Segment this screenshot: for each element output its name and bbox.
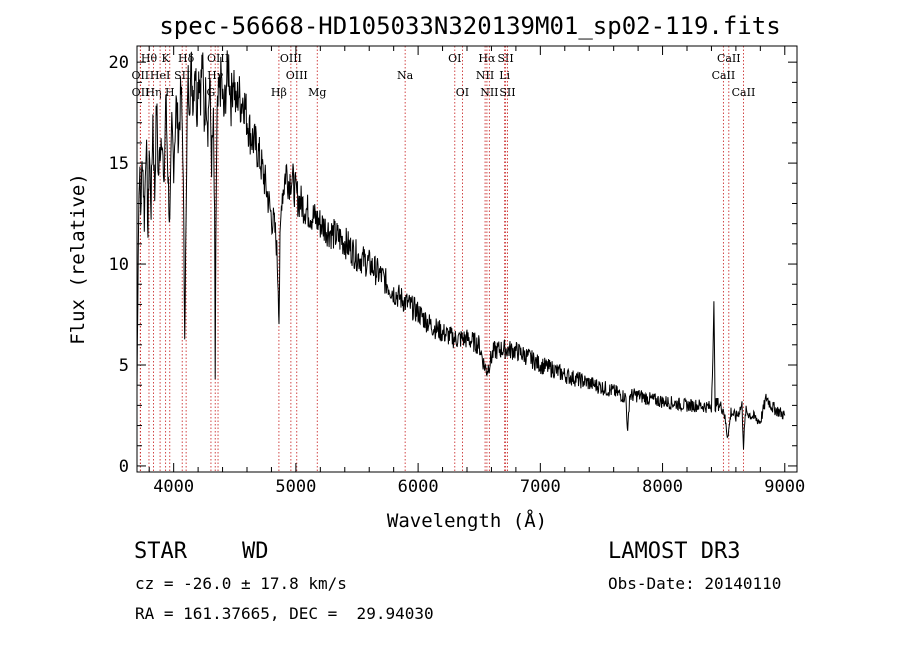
ref-line-label-3: K — [161, 52, 170, 65]
ref-line-label-21: NII — [480, 86, 498, 99]
ref-line-label-2: OII — [132, 86, 150, 99]
x-tick-label: 9000 — [764, 477, 805, 497]
x-tick-label: 7000 — [520, 477, 561, 497]
ref-line-label-13: OIII — [286, 69, 308, 82]
ref-line-label-24: SII — [499, 86, 515, 99]
y-tick-label: 0 — [119, 457, 129, 477]
ref-line-label-17: OI — [448, 52, 461, 65]
x-axis-label: Wavelength (Å) — [387, 509, 547, 532]
ref-line-label-15: Mg — [308, 86, 326, 99]
y-tick-label: 10 — [109, 255, 129, 275]
ra-dec-text: RA = 161.37665, DEC = 29.94030 — [135, 604, 434, 623]
ref-line-label-25: CaII — [717, 52, 741, 65]
ref-line-label-0: Hθ — [141, 52, 158, 65]
y-tick-label: 15 — [109, 154, 129, 174]
y-axis-label: Flux (relative) — [67, 173, 89, 345]
spectrum-series — [136, 50, 786, 450]
obs-date-text: Obs-Date: 20140110 — [608, 574, 782, 593]
x-tick-label: 6000 — [398, 477, 439, 497]
x-tick-label: 4000 — [153, 477, 194, 497]
ref-line-label-20: NII — [476, 69, 494, 82]
x-tick-label: 8000 — [642, 477, 683, 497]
y-tick-label: 5 — [119, 356, 129, 376]
chart-title: spec-56668-HD105033N320139M01_sp02-119.f… — [159, 12, 780, 40]
ref-line-label-9: OIII — [207, 52, 229, 65]
ref-line-label-8: Hδ — [178, 52, 195, 65]
axes: 4000 5000 6000 7000 8000 9000 0 5 10 15 20 — [109, 46, 805, 497]
ref-line-label-12: OIII — [280, 52, 302, 65]
ref-line-label-22: SII — [498, 52, 514, 65]
x-tick-label: 5000 — [275, 477, 316, 497]
ref-line-label-27: CaII — [732, 86, 756, 99]
survey-name: LAMOST DR3 — [608, 539, 741, 564]
ref-line-label-14: Hβ — [271, 86, 287, 99]
ref-line-label-23: Li — [499, 69, 510, 82]
ref-line-label-7: H — [165, 86, 175, 99]
ref-line-label-4: Hη — [145, 86, 161, 99]
redshift-text: cz = -26.0 ± 17.8 km/s — [135, 574, 347, 593]
y-tick-label: 20 — [109, 53, 129, 73]
ref-line-label-5: HeI — [150, 69, 170, 82]
ref-line-label-26: CaII — [712, 69, 736, 82]
ref-line-label-18: OI — [456, 86, 469, 99]
ref-line-label-19: Hα — [478, 52, 496, 65]
ref-line-label-11: G — [207, 86, 216, 99]
star-subclass: WD — [242, 539, 269, 564]
ref-line-label-16: Na — [397, 69, 414, 82]
star-class: STAR — [134, 539, 187, 564]
spectrum-line — [136, 50, 786, 450]
